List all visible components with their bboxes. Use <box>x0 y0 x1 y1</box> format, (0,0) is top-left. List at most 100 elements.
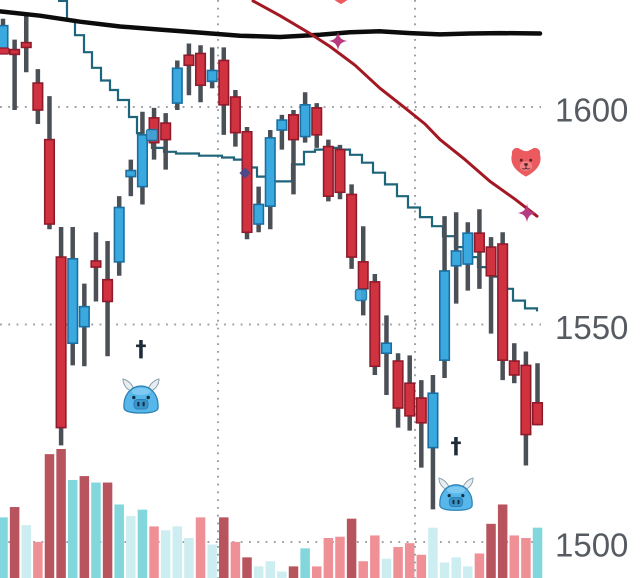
candle-body-down <box>183 54 195 67</box>
dagger-icon: † <box>451 435 462 460</box>
volume-bar <box>335 536 345 578</box>
volume-bar <box>21 525 31 578</box>
candle-body-down <box>415 397 427 424</box>
bull-highlight <box>447 486 465 494</box>
volume-bar <box>486 523 496 578</box>
ma-long-line <box>251 0 539 218</box>
candle-body-up <box>78 305 90 328</box>
volume-bar <box>323 538 334 578</box>
candle-body-up <box>125 169 137 178</box>
candle-body-down <box>311 107 323 136</box>
candle-body-up <box>0 24 9 50</box>
bear-mouth <box>522 165 530 170</box>
candle-body-down <box>43 138 56 225</box>
signal-square-blue <box>145 128 159 142</box>
y-axis-label: 1600 <box>555 92 628 129</box>
volume-bar <box>172 526 183 578</box>
sparkle-shape <box>517 203 537 223</box>
volume-bar <box>114 504 124 578</box>
bull-eye <box>132 395 136 400</box>
volume-bar <box>532 527 543 578</box>
volume-bar <box>439 562 450 578</box>
volume-bar <box>277 571 287 578</box>
candle-body-down <box>55 256 67 429</box>
volume-bar <box>393 547 403 578</box>
candle-body-up <box>67 258 79 345</box>
candle-body-down <box>334 148 346 194</box>
volume-bar <box>288 566 299 578</box>
volume-bar <box>91 482 101 578</box>
y-axis-label: 1500 <box>555 527 628 564</box>
volume-bar <box>346 518 357 578</box>
volume-bar <box>33 541 43 578</box>
volume-bar <box>160 530 171 578</box>
bear-eye <box>529 158 533 162</box>
ma-short-line <box>0 9 543 40</box>
volume-bar <box>195 517 206 578</box>
bull-emoji <box>438 477 474 511</box>
volume-bar <box>149 526 159 578</box>
bull-nostril <box>142 401 145 407</box>
volume-bar <box>44 454 55 578</box>
volume-bar <box>137 509 148 578</box>
signal-square-red <box>0 47 10 55</box>
stop-cross-diamond <box>239 167 251 179</box>
volume-bar <box>9 507 20 578</box>
candle-body-down <box>508 360 520 376</box>
candle-body-up <box>136 134 148 188</box>
candle-body-up <box>276 119 288 131</box>
volume-bar <box>404 543 415 578</box>
bull-nostril <box>137 401 140 407</box>
volume-bar <box>79 476 90 578</box>
volume-bar <box>509 535 520 578</box>
bear-emoji <box>334 0 348 5</box>
volume-bar <box>381 558 392 578</box>
volume-bar <box>474 553 485 578</box>
candle-body-down <box>485 246 497 277</box>
bull-horn <box>462 477 474 490</box>
bull-snout <box>133 399 149 410</box>
candle-body-up <box>171 67 183 104</box>
volume-bar <box>428 527 438 578</box>
candle-body-up <box>462 232 474 265</box>
candle-body-down <box>90 260 102 268</box>
volume-bar <box>126 516 136 578</box>
bull-horn <box>122 378 135 392</box>
volume-bar <box>207 544 217 578</box>
candle-body-down <box>322 145 334 197</box>
bull-eye <box>461 494 465 498</box>
bull-horn <box>438 477 450 490</box>
candle-body-down <box>241 130 253 234</box>
candle-body-up <box>113 206 125 263</box>
bull-eye <box>447 494 451 498</box>
volume-bar <box>463 566 473 578</box>
bear-eye <box>519 158 523 162</box>
volume-bar <box>370 535 380 578</box>
candle-body-down <box>357 261 369 290</box>
volume-bar <box>0 517 8 578</box>
volume-bar <box>451 557 461 578</box>
bull-nostril <box>452 499 455 505</box>
candle-body-up <box>427 392 439 449</box>
volume-bar <box>219 517 229 578</box>
volume-bar <box>242 557 252 578</box>
candle-body-up <box>253 203 265 225</box>
bear-nose <box>524 163 528 166</box>
sparkle-icon <box>328 31 348 51</box>
bear-emoji <box>511 147 541 177</box>
bull-eye <box>146 395 150 400</box>
volume-bar <box>56 449 66 578</box>
volume-bar <box>497 504 508 578</box>
volume-bar <box>230 541 241 578</box>
candle-body-down <box>520 364 532 436</box>
candle-body-down <box>404 382 416 417</box>
candle-body-up <box>380 342 393 355</box>
candle-body-up <box>264 137 276 207</box>
candle-body-down <box>32 82 44 111</box>
candle-body-down <box>218 59 230 106</box>
candle-body-down <box>160 122 172 141</box>
bull-nostril <box>457 499 460 505</box>
candle-body-down <box>20 41 32 49</box>
